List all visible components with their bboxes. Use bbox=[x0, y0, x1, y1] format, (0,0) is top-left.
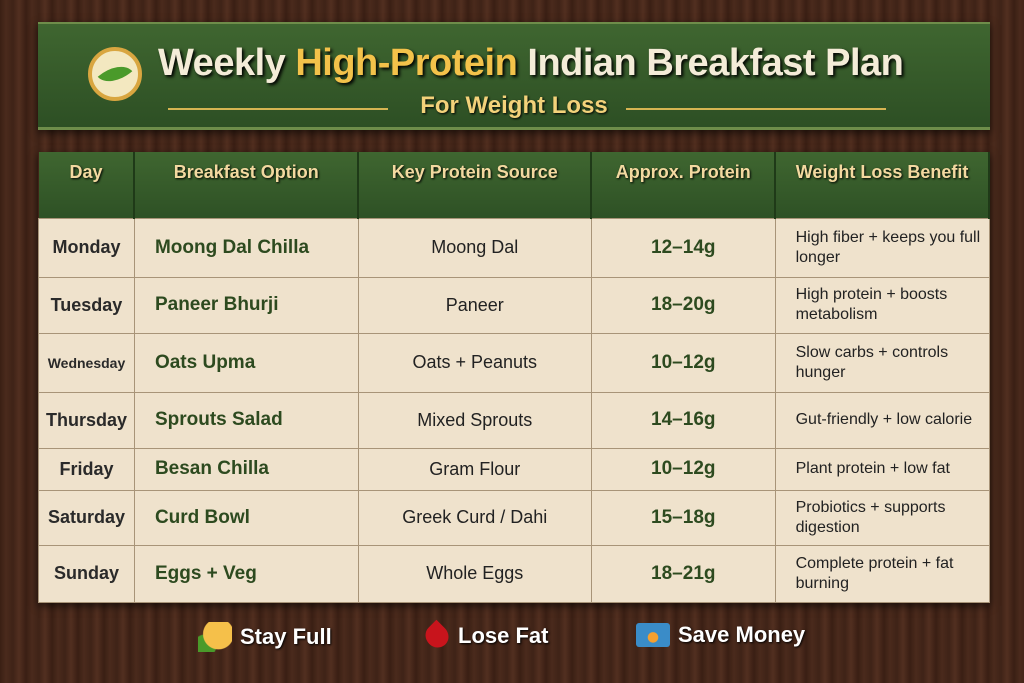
cell-option: Sprouts Salad bbox=[133, 391, 359, 449]
cell-protein: 12–14g bbox=[590, 217, 776, 278]
cell-option: Moong Dal Chilla bbox=[133, 217, 359, 278]
cell-source: Mixed Sprouts bbox=[357, 391, 592, 449]
cell-source: Whole Eggs bbox=[357, 544, 592, 603]
cell-day: Tuesday bbox=[38, 276, 135, 334]
cell-option: Besan Chilla bbox=[133, 447, 359, 491]
cell-day: Sunday bbox=[38, 544, 135, 603]
cell-benefit: Slow carbs + controls hunger bbox=[774, 332, 990, 393]
table-row: Sunday Eggs + Veg Whole Eggs 18–21g Complete… bbox=[38, 544, 990, 603]
column-header: Weight Loss Benefit bbox=[775, 152, 990, 218]
cell-day: Wednesday bbox=[38, 332, 135, 393]
cell-source: Oats + Peanuts bbox=[357, 332, 592, 393]
table-row: Monday Moong Dal Chilla Moong Dal 12–14g Hig… bbox=[38, 217, 990, 278]
fat-drop-icon bbox=[420, 619, 454, 653]
cell-protein: 18–21g bbox=[590, 544, 776, 603]
cell-option: Curd Bowl bbox=[133, 489, 359, 546]
title-banner: Weekly High-Protein Indian Breakfast Pla… bbox=[38, 22, 990, 130]
cell-day: Thursday bbox=[38, 391, 135, 449]
cell-protein: 10–12g bbox=[590, 332, 776, 393]
cell-benefit: High fiber + keeps you full longer bbox=[774, 217, 990, 278]
column-header: Key Protein Source bbox=[358, 152, 593, 218]
cell-source: Greek Curd / Dahi bbox=[357, 489, 592, 546]
leaf-logo-icon bbox=[88, 47, 142, 101]
cell-benefit: Probiotics + supports digestion bbox=[774, 489, 990, 546]
table-row: Thursday Sprouts Salad Mixed Sprouts 14–16g… bbox=[38, 391, 990, 449]
cell-protein: 14–16g bbox=[590, 391, 776, 449]
cell-benefit: Gut-friendly + low calorie bbox=[774, 391, 990, 449]
cell-protein: 18–20g bbox=[590, 276, 776, 334]
table-row: Saturday Curd Bowl Greek Curd / Dahi 15–18g… bbox=[38, 489, 990, 546]
table-row: Friday Besan Chilla Gram Flour 10–12g Plant … bbox=[38, 447, 990, 491]
cell-benefit: Complete protein + fat burning bbox=[774, 544, 990, 603]
subtitle: For Weight Loss bbox=[420, 92, 608, 119]
cell-day: Monday bbox=[38, 217, 135, 278]
table-row: Tuesday Paneer Bhurji Paneer 18–20g High pro… bbox=[38, 276, 990, 334]
footer-item-save-money: Save Money bbox=[636, 622, 805, 648]
wallet-icon bbox=[636, 623, 670, 647]
cell-day: Saturday bbox=[38, 489, 135, 546]
footer: Stay Full Lose Fat Save Money bbox=[0, 619, 1024, 658]
cell-option: Oats Upma bbox=[133, 332, 359, 393]
divider bbox=[626, 108, 886, 110]
cell-day: Friday bbox=[38, 447, 135, 491]
cell-source: Gram Flour bbox=[357, 447, 592, 491]
column-header: Day bbox=[38, 152, 136, 218]
footer-item-lose-fat: Lose Fat bbox=[420, 619, 548, 653]
page-title: Weekly High-Protein Indian Breakfast Pla… bbox=[158, 42, 904, 84]
breakfast-table: Day Breakfast Option Key Protein Source App… bbox=[38, 152, 990, 603]
table-row: Wednesday Oats Upma Oats + Peanuts 10–12g Sl… bbox=[38, 332, 990, 393]
cell-protein: 15–18g bbox=[590, 489, 776, 546]
food-icon bbox=[198, 622, 232, 652]
column-header: Approx. Protein bbox=[591, 152, 777, 218]
cell-protein: 10–12g bbox=[590, 447, 776, 491]
divider bbox=[168, 108, 388, 110]
column-header: Breakfast Option bbox=[134, 152, 360, 218]
cell-source: Moong Dal bbox=[357, 217, 592, 278]
cell-option: Paneer Bhurji bbox=[133, 276, 359, 334]
cell-source: Paneer bbox=[357, 276, 592, 334]
footer-item-stay-full: Stay Full bbox=[198, 622, 332, 652]
cell-benefit: High protein + boosts metabolism bbox=[774, 276, 990, 334]
cell-benefit: Plant protein + low fat bbox=[774, 447, 990, 491]
cell-option: Eggs + Veg bbox=[133, 544, 359, 603]
